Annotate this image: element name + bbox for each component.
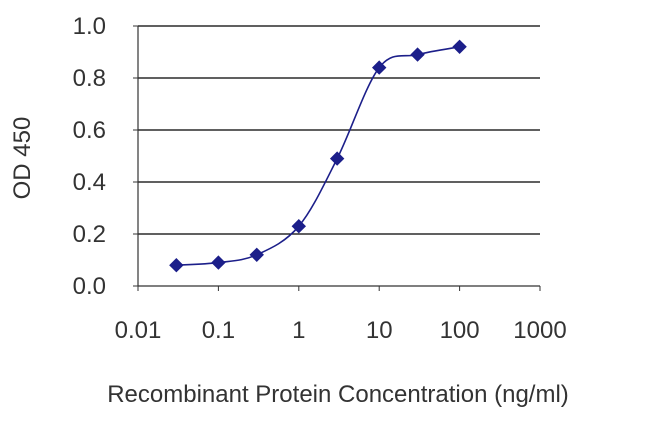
series-line-0 xyxy=(176,46,460,266)
series-plot xyxy=(169,39,467,273)
x-tick-label-3: 10 xyxy=(366,317,393,344)
y-tick-label-2: 0.4 xyxy=(73,169,106,196)
x-axis-title: Recombinant Protein Concentration (ng/ml… xyxy=(107,381,569,408)
data-point-0 xyxy=(169,257,184,273)
x-tick-label-5: 1000 xyxy=(513,317,566,344)
y-tick-label-0: 0.0 xyxy=(73,273,106,300)
data-point-6 xyxy=(410,47,425,62)
y-tick-label-1: 0.2 xyxy=(73,221,106,248)
tick-labels: 0.0 0.2 0.4 0.6 0.8 1.0 0.01 0.1 1 10 100 1000 xyxy=(73,13,567,344)
y-tick-label-5: 1.0 xyxy=(73,13,106,40)
axes xyxy=(133,25,541,291)
data-point-3 xyxy=(291,218,307,234)
gridlines xyxy=(138,25,540,235)
data-point-7 xyxy=(452,39,467,55)
data-point-4 xyxy=(329,151,345,166)
y-axis-title: OD 450 xyxy=(9,117,36,200)
data-point-5 xyxy=(371,60,387,75)
y-tick-label-4: 0.8 xyxy=(73,65,106,92)
x-tick-label-1: 0.1 xyxy=(202,317,235,344)
y-tick-label-3: 0.6 xyxy=(73,117,106,144)
x-tick-label-0: 0.01 xyxy=(115,317,162,344)
x-tick-label-2: 1 xyxy=(292,317,305,344)
data-point-2 xyxy=(249,247,264,263)
x-tick-label-4: 100 xyxy=(440,317,480,344)
data-point-1 xyxy=(211,255,226,270)
